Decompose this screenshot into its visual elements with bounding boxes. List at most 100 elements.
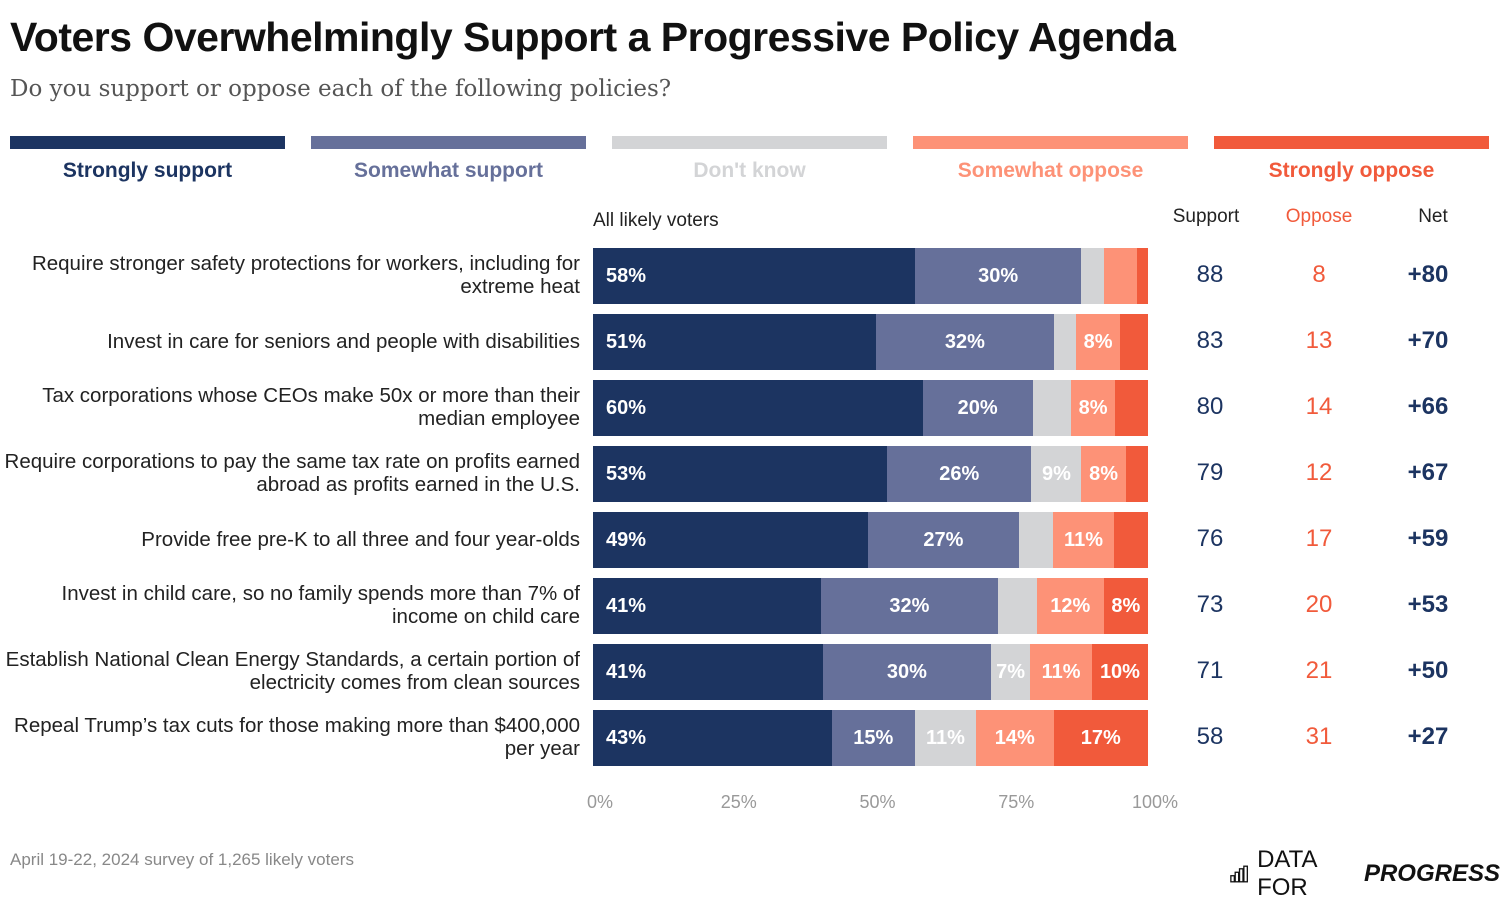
bar-segment-strongly-oppose xyxy=(1125,446,1148,502)
data-label: 15% xyxy=(853,726,894,749)
bar-segment-somewhat-oppose: 8% xyxy=(1071,380,1116,436)
support-value: 80 xyxy=(1196,393,1224,420)
column-header-oppose: Oppose xyxy=(1285,206,1353,227)
legend-swatch xyxy=(311,136,586,149)
x-tick-label: 25% xyxy=(720,792,757,812)
bar-segment-somewhat-oppose: 8% xyxy=(1075,314,1121,370)
net-value: +70 xyxy=(1407,327,1449,354)
legend-swatch xyxy=(10,136,285,149)
row-label: Invest in care for seniors and people wi… xyxy=(107,330,580,353)
x-tick-label: 50% xyxy=(859,792,896,812)
net-value: +50 xyxy=(1407,657,1449,684)
oppose-value: 20 xyxy=(1305,591,1333,618)
group-label: All likely voters xyxy=(593,210,719,231)
legend-label: Strongly oppose xyxy=(1268,159,1435,182)
bar-segment-strongly-oppose xyxy=(1114,512,1148,568)
net-value: +67 xyxy=(1407,459,1449,486)
bar-segment-somewhat-support: 30% xyxy=(914,248,1082,304)
bar-segment-strongly-oppose: 10% xyxy=(1091,644,1148,700)
x-tick-label: 0% xyxy=(586,792,613,812)
legend-swatch xyxy=(913,136,1188,149)
data-label: 30% xyxy=(886,660,927,683)
legend-item: Strongly oppose xyxy=(1214,136,1489,183)
support-value: 71 xyxy=(1196,657,1224,684)
net-value: +80 xyxy=(1407,261,1449,288)
bar-segment-strongly-oppose: 17% xyxy=(1053,710,1148,766)
bar-segment-strongly-support: 41% xyxy=(593,578,821,634)
row-label: Repeal Trump’s tax cuts for those making… xyxy=(14,714,580,760)
row-label: Provide free pre-K to all three and four… xyxy=(141,528,580,551)
data-label: 11% xyxy=(1041,660,1081,683)
bar-segment-somewhat-support: 20% xyxy=(922,380,1033,436)
data-label: 49% xyxy=(606,528,647,551)
bar-segment-strongly-support: 53% xyxy=(593,446,888,502)
data-label: 10% xyxy=(1099,660,1140,683)
row-label: Require corporations to pay the same tax… xyxy=(4,450,580,496)
bar-segment-don-t-know: 7% xyxy=(991,644,1031,700)
data-label: 11% xyxy=(925,726,965,749)
data-label: 9% xyxy=(1041,462,1071,485)
oppose-value: 14 xyxy=(1305,393,1333,420)
data-label: 17% xyxy=(1080,726,1121,749)
data-label: 14% xyxy=(994,726,1035,749)
bar-segment-strongly-support: 58% xyxy=(593,248,915,304)
oppose-value: 21 xyxy=(1305,657,1333,684)
legend-swatch xyxy=(612,136,887,149)
legend-label: Strongly support xyxy=(62,159,233,182)
bar-segment-don-t-know xyxy=(998,578,1037,634)
x-tick-label: 75% xyxy=(998,792,1035,812)
chart-subtitle: Do you support or oppose each of the fol… xyxy=(10,76,672,102)
oppose-value: 13 xyxy=(1305,327,1333,354)
data-label: 41% xyxy=(606,594,647,617)
data-label: 58% xyxy=(606,264,647,287)
logo-text-regular: DATA FOR xyxy=(1257,846,1317,901)
net-value: +53 xyxy=(1407,591,1449,618)
logo-text-bold: PROGRESS xyxy=(1363,860,1500,887)
bar-segment-strongly-support: 49% xyxy=(593,512,868,568)
bar-segment-somewhat-oppose: 12% xyxy=(1037,578,1104,634)
x-tick-label: 100% xyxy=(1131,792,1179,812)
oppose-value: 12 xyxy=(1305,459,1333,486)
bar-segment-somewhat-oppose: 11% xyxy=(1052,512,1115,568)
bar-segment-don-t-know xyxy=(1053,314,1076,370)
data-label: 53% xyxy=(606,462,647,485)
data-label: 32% xyxy=(944,330,985,353)
data-label: 20% xyxy=(957,396,998,419)
bar-segment-somewhat-support: 32% xyxy=(876,314,1054,370)
bar-segment-don-t-know xyxy=(1081,248,1104,304)
data-label: 7% xyxy=(996,660,1026,683)
data-label: 60% xyxy=(606,396,647,419)
bar-segment-somewhat-oppose xyxy=(1103,248,1137,304)
legend-item: Strongly support xyxy=(10,136,285,183)
row-label: Require stronger safety protections for … xyxy=(31,252,580,298)
data-label: 12% xyxy=(1050,594,1091,617)
bar-segment-somewhat-oppose: 14% xyxy=(975,710,1054,766)
data-label: 30% xyxy=(978,264,1019,287)
data-label: 8% xyxy=(1089,462,1119,485)
data-label: 43% xyxy=(606,726,647,749)
column-header-support: Support xyxy=(1172,206,1240,227)
row-label: Invest in child care, so no family spend… xyxy=(61,582,580,628)
logo: DATA FOR PROGRESS xyxy=(1230,846,1500,902)
oppose-value: 31 xyxy=(1305,723,1333,750)
support-value: 73 xyxy=(1196,591,1224,618)
bar-segment-somewhat-support: 32% xyxy=(820,578,999,634)
footer-source: April 19-22, 2024 survey of 1,265 likely… xyxy=(10,850,354,869)
bar-segment-somewhat-support: 27% xyxy=(867,512,1020,568)
legend-item: Somewhat oppose xyxy=(913,136,1188,183)
support-value: 88 xyxy=(1196,261,1224,288)
data-label: 41% xyxy=(606,660,647,683)
legend-swatch xyxy=(1214,136,1489,149)
bar-segment-don-t-know xyxy=(1032,380,1072,436)
data-label: 27% xyxy=(923,528,964,551)
net-value: +66 xyxy=(1407,393,1449,420)
bar-segment-don-t-know: 9% xyxy=(1031,446,1082,502)
bar-segment-strongly-oppose xyxy=(1115,380,1148,436)
bar-segment-strongly-oppose xyxy=(1120,314,1148,370)
support-value: 58 xyxy=(1196,723,1224,750)
legend-label: Somewhat oppose xyxy=(957,159,1144,182)
legend-label: Somewhat support xyxy=(353,159,543,182)
bar-segment-strongly-support: 51% xyxy=(593,314,877,370)
data-label: 11% xyxy=(1064,528,1103,551)
support-value: 83 xyxy=(1196,327,1224,354)
